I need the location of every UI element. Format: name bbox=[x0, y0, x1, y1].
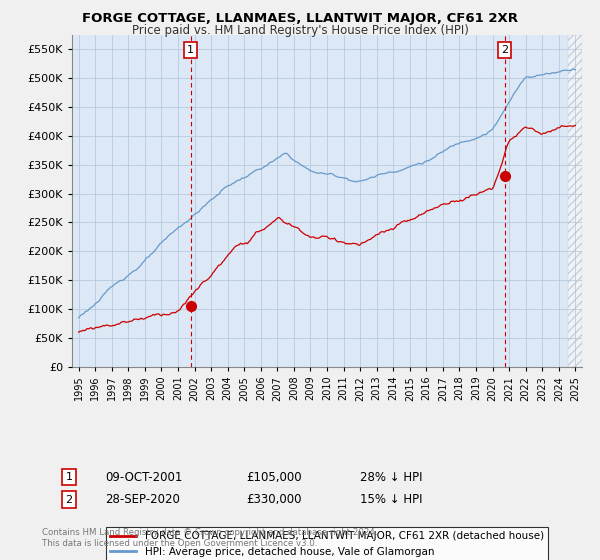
Legend: FORGE COTTAGE, LLANMAES, LLANTWIT MAJOR, CF61 2XR (detached house), HPI: Average: FORGE COTTAGE, LLANMAES, LLANTWIT MAJOR,… bbox=[106, 528, 548, 560]
Text: 2: 2 bbox=[65, 494, 73, 505]
Text: Price paid vs. HM Land Registry's House Price Index (HPI): Price paid vs. HM Land Registry's House … bbox=[131, 24, 469, 37]
Text: £330,000: £330,000 bbox=[246, 493, 302, 506]
Bar bbox=[568, 35, 582, 367]
Text: 09-OCT-2001: 09-OCT-2001 bbox=[105, 470, 182, 484]
Text: 28-SEP-2020: 28-SEP-2020 bbox=[105, 493, 180, 506]
Text: FORGE COTTAGE, LLANMAES, LLANTWIT MAJOR, CF61 2XR: FORGE COTTAGE, LLANMAES, LLANTWIT MAJOR,… bbox=[82, 12, 518, 25]
Text: Contains HM Land Registry data © Crown copyright and database right 2024.
This d: Contains HM Land Registry data © Crown c… bbox=[42, 528, 377, 548]
Text: 15% ↓ HPI: 15% ↓ HPI bbox=[360, 493, 422, 506]
Text: 1: 1 bbox=[65, 472, 73, 482]
Text: 1: 1 bbox=[187, 45, 194, 55]
Text: 28% ↓ HPI: 28% ↓ HPI bbox=[360, 470, 422, 484]
Text: 2: 2 bbox=[501, 45, 508, 55]
Text: £105,000: £105,000 bbox=[246, 470, 302, 484]
